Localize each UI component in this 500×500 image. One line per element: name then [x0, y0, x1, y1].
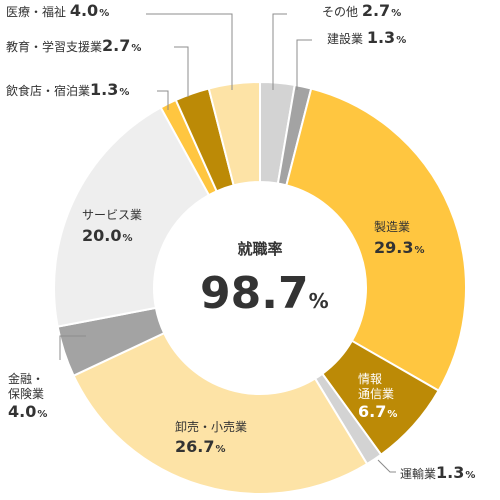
- label-education: 教育・学習支援業2.7%: [6, 38, 141, 56]
- label-other-unit: %: [391, 8, 402, 19]
- label-food: 飲食店・宿泊業1.3%: [6, 82, 129, 100]
- label-manufacturing: 製造業 29.3%: [374, 220, 425, 258]
- label-transport: 運輸業1.3%: [400, 465, 475, 483]
- label-finance-name-2: 保険業: [8, 387, 45, 401]
- label-retail-value: 26.7: [175, 437, 215, 456]
- leader-line-finance: [59, 335, 86, 360]
- label-manufacturing-name: 製造業: [374, 220, 411, 234]
- label-retail-unit: %: [215, 444, 226, 455]
- label-retail-name: 卸売・小売業: [175, 420, 248, 434]
- label-finance: 金融・ 保険業 4.0%: [8, 372, 47, 422]
- label-service: サービス業 20.0%: [82, 208, 142, 246]
- label-food-value: 1.3: [90, 80, 119, 99]
- label-other-value: 2.7: [361, 1, 391, 20]
- donut-slice-10: [207, 80, 261, 187]
- label-education-value: 2.7: [102, 36, 131, 55]
- label-construction-value: 1.3: [366, 28, 396, 47]
- label-it: 情報 通信業 6.7%: [358, 372, 397, 422]
- label-it-value: 6.7: [358, 402, 387, 421]
- leader-line-construction: [296, 39, 312, 90]
- label-finance-name-1: 金融・: [8, 372, 45, 386]
- label-construction-name: 建設業: [327, 32, 364, 46]
- label-finance-value: 4.0: [8, 402, 37, 421]
- donut-slice-2: [285, 87, 467, 392]
- label-transport-value: 1.3: [436, 463, 465, 482]
- label-medical-value: 4.0: [69, 1, 99, 20]
- label-transport-unit: %: [465, 470, 476, 481]
- center-rate-value: 98.7: [200, 268, 309, 319]
- label-medical-name: 医療・福祉: [6, 5, 67, 19]
- center-rate: 98.7%: [200, 268, 329, 319]
- leader-line-other: [272, 13, 287, 90]
- center-title: 就職率: [237, 240, 283, 258]
- center-rate-unit: %: [308, 289, 329, 313]
- donut-slice-7: [53, 106, 211, 328]
- label-medical-unit: %: [99, 8, 110, 19]
- label-it-name-1: 情報: [358, 372, 383, 386]
- label-medical: 医療・福祉 4.0%: [6, 3, 109, 21]
- label-other-name: その他: [322, 5, 359, 19]
- label-retail: 卸売・小売業 26.7%: [175, 420, 247, 457]
- label-manufacturing-unit: %: [414, 245, 425, 256]
- label-education-name: 教育・学習支援業: [6, 40, 103, 54]
- label-construction: 建設業 1.3%: [327, 30, 406, 48]
- label-education-unit: %: [131, 43, 142, 54]
- label-service-value: 20.0: [82, 226, 122, 245]
- label-manufacturing-value: 29.3: [374, 238, 414, 257]
- label-service-unit: %: [122, 233, 133, 244]
- label-other: その他 2.7%: [322, 3, 401, 21]
- leader-line-food: [157, 90, 169, 110]
- label-it-name-2: 通信業: [358, 387, 395, 401]
- donut-slice-5: [72, 331, 369, 495]
- label-transport-name: 運輸業: [400, 467, 437, 481]
- label-food-unit: %: [119, 87, 130, 98]
- label-food-name: 飲食店・宿泊業: [6, 84, 91, 98]
- leader-line-medical: [146, 13, 233, 90]
- label-service-name: サービス業: [82, 208, 143, 222]
- label-finance-unit: %: [37, 409, 48, 420]
- label-it-unit: %: [387, 409, 398, 420]
- leader-line-transport: [377, 459, 396, 473]
- label-construction-unit: %: [396, 35, 407, 46]
- leader-line-education: [174, 46, 189, 97]
